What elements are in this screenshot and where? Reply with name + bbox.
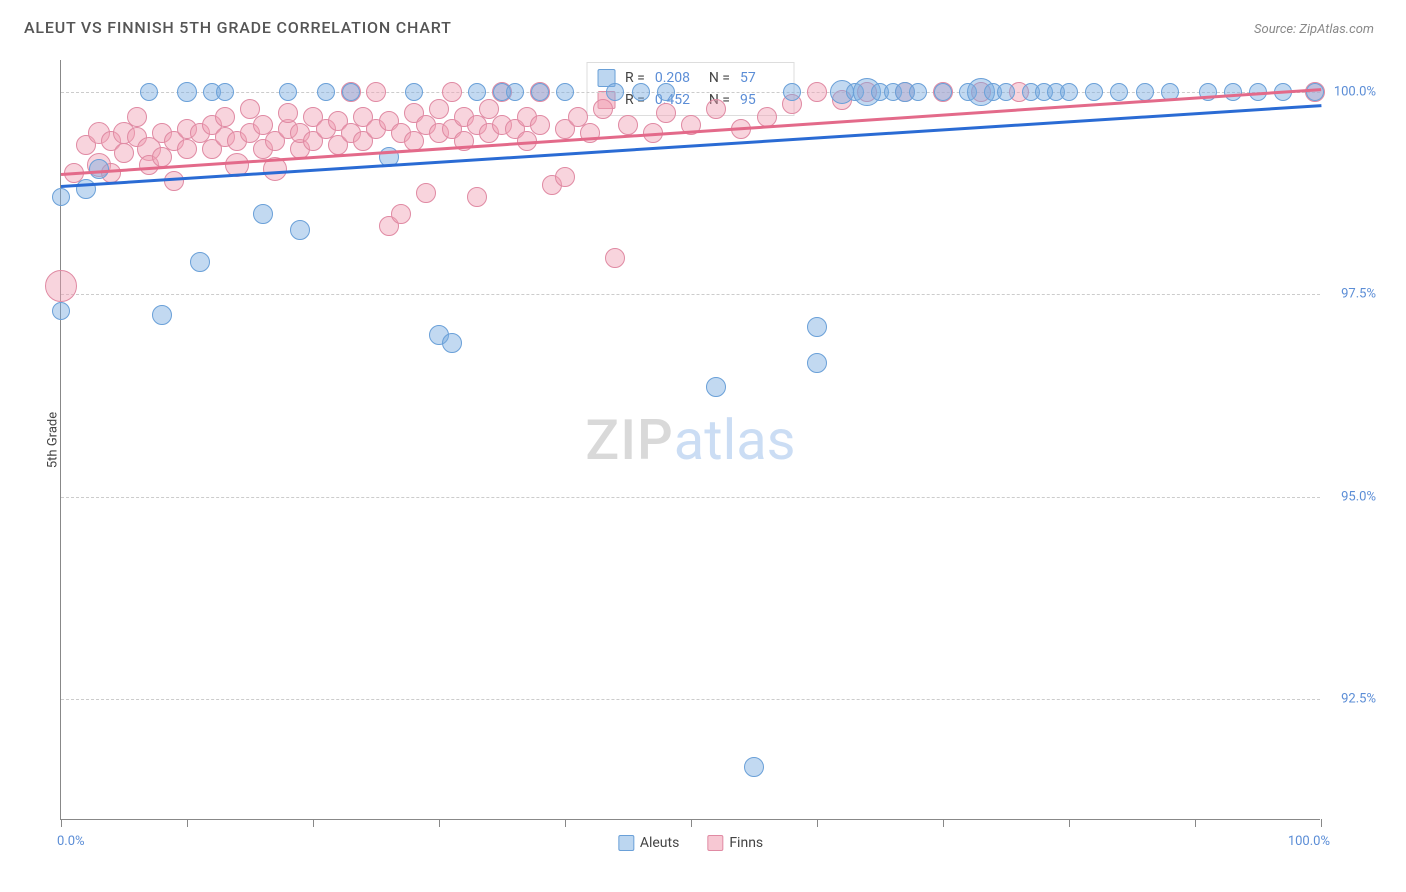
x-tick xyxy=(313,819,314,827)
plot-area: 5th Grade ZIPatlas 0.0% 100.0% AleutsFin… xyxy=(60,60,1320,820)
finns-point xyxy=(807,82,827,102)
finns-point xyxy=(593,99,613,119)
legend-label-finns: Finns xyxy=(729,835,763,851)
finns-point xyxy=(706,99,726,119)
aleuts-point xyxy=(468,83,486,101)
x-tick xyxy=(1321,819,1322,827)
stats-n-label-aleuts: N = xyxy=(709,70,730,86)
grid-line xyxy=(61,497,1320,498)
finns-point xyxy=(467,187,487,207)
aleuts-point xyxy=(442,333,462,353)
x-tick xyxy=(943,819,944,827)
finns-point xyxy=(757,107,777,127)
legend-label-aleuts: Aleuts xyxy=(640,835,679,851)
stats-row-aleuts: R =0.208N =57 xyxy=(597,67,784,89)
aleuts-point xyxy=(177,82,197,102)
source-label: Source: ZipAtlas.com xyxy=(1254,22,1374,37)
finns-point xyxy=(366,82,386,102)
finns-point xyxy=(45,270,77,302)
y-tick-label: 92.5% xyxy=(1341,691,1376,706)
aleuts-point xyxy=(606,83,624,101)
aleuts-point xyxy=(632,83,650,101)
grid-line xyxy=(61,92,1320,93)
aleuts-point xyxy=(1110,83,1128,101)
aleuts-point xyxy=(52,302,70,320)
finns-point xyxy=(555,167,575,187)
finns-point xyxy=(278,103,298,123)
finns-point xyxy=(656,103,676,123)
aleuts-point xyxy=(317,83,335,101)
legend-swatch-finns xyxy=(707,835,723,851)
finns-point xyxy=(605,248,625,268)
aleuts-point xyxy=(1085,83,1103,101)
watermark: ZIPatlas xyxy=(585,407,795,473)
finns-point xyxy=(215,107,235,127)
x-tick xyxy=(817,819,818,827)
aleuts-point xyxy=(997,83,1015,101)
aleuts-point xyxy=(140,83,158,101)
x-axis-min-label: 0.0% xyxy=(57,834,85,849)
aleuts-point xyxy=(405,83,423,101)
finns-point xyxy=(618,115,638,135)
finns-point xyxy=(416,183,436,203)
watermark-part1: ZIP xyxy=(585,407,673,473)
legend-swatch-aleuts xyxy=(618,835,634,851)
finns-point xyxy=(177,139,197,159)
aleuts-point xyxy=(934,83,952,101)
x-tick xyxy=(1069,819,1070,827)
aleuts-point xyxy=(657,83,675,101)
x-axis-max-label: 100.0% xyxy=(1288,834,1330,849)
finns-point xyxy=(429,99,449,119)
y-tick-label: 95.0% xyxy=(1341,489,1376,504)
x-tick xyxy=(439,819,440,827)
grid-line xyxy=(61,699,1320,700)
aleuts-point xyxy=(342,83,360,101)
aleuts-point xyxy=(1306,83,1324,101)
x-tick xyxy=(61,819,62,827)
legend-item-finns[interactable]: Finns xyxy=(707,835,763,851)
y-axis-title: 5th Grade xyxy=(46,411,61,467)
aleuts-point xyxy=(279,83,297,101)
aleuts-point xyxy=(506,83,524,101)
aleuts-point xyxy=(531,83,549,101)
y-tick-label: 97.5% xyxy=(1341,287,1376,302)
finns-point xyxy=(164,171,184,191)
aleuts-point xyxy=(556,83,574,101)
aleuts-point xyxy=(152,305,172,325)
aleuts-point xyxy=(190,252,210,272)
aleuts-point xyxy=(807,353,827,373)
watermark-part2: atlas xyxy=(674,407,796,473)
chart-title: ALEUT VS FINNISH 5TH GRADE CORRELATION C… xyxy=(24,18,452,37)
aleuts-point xyxy=(290,220,310,240)
aleuts-point xyxy=(744,757,764,777)
aleuts-point xyxy=(807,317,827,337)
stats-n-value-finns: 95 xyxy=(740,92,784,108)
aleuts-point xyxy=(1224,83,1242,101)
aleuts-point xyxy=(783,83,801,101)
aleuts-point xyxy=(52,188,70,206)
x-tick xyxy=(187,819,188,827)
aleuts-point xyxy=(216,83,234,101)
legend-item-aleuts[interactable]: Aleuts xyxy=(618,835,679,851)
finns-point xyxy=(391,204,411,224)
x-tick xyxy=(565,819,566,827)
finns-point xyxy=(530,115,550,135)
x-tick xyxy=(691,819,692,827)
finns-point xyxy=(442,82,462,102)
x-tick xyxy=(1195,819,1196,827)
finns-point xyxy=(152,147,172,167)
legend-bottom: Aleuts Finns xyxy=(618,835,763,851)
aleuts-point xyxy=(909,83,927,101)
finns-point xyxy=(127,107,147,127)
aleuts-point xyxy=(706,377,726,397)
aleuts-point xyxy=(253,204,273,224)
finns-point xyxy=(114,143,134,163)
stats-n-value-aleuts: 57 xyxy=(740,70,784,86)
y-tick-label: 100.0% xyxy=(1334,85,1376,100)
aleuts-point xyxy=(1060,83,1078,101)
grid-line xyxy=(61,294,1320,295)
